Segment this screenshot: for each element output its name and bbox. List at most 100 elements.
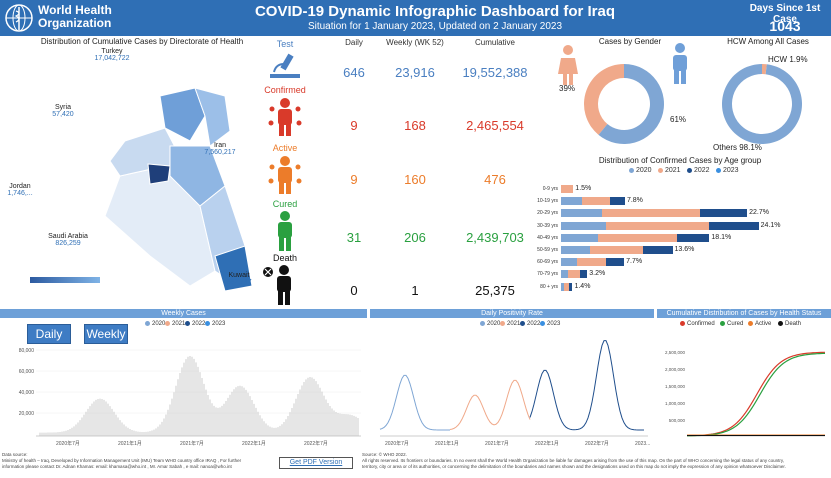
country-name: Syria bbox=[55, 104, 71, 111]
hcw-pct-label: HCW 1.9% bbox=[768, 55, 808, 64]
pos-legend-2022: 2022 bbox=[520, 321, 540, 327]
age-bar-segment[interactable] bbox=[564, 282, 570, 291]
legend-dot bbox=[687, 167, 692, 173]
death-weekly: 1 bbox=[411, 283, 419, 298]
weekly-cases-title: Weekly Cases bbox=[0, 309, 367, 318]
country-label-kuwait: Kuwait 662,747 bbox=[214, 272, 264, 286]
age-bar-segment[interactable] bbox=[708, 221, 759, 230]
person-virus-icon bbox=[268, 156, 302, 194]
gender-donut-chart[interactable] bbox=[582, 62, 666, 146]
get-pdf-button[interactable]: Get PDF Version bbox=[279, 457, 353, 469]
cumulative-status-chart[interactable]: 2,500,000 2,000,000 1,500,000 1,000,000 500,… bbox=[657, 330, 831, 455]
positivity-line bbox=[529, 340, 645, 431]
footer-line: Data source: bbox=[2, 452, 28, 457]
test-weekly: 23,916 bbox=[395, 65, 435, 80]
x-tick-label: 2022年1月 bbox=[535, 440, 559, 447]
weekly-cases-chart[interactable]: 80,000 60,000 40,000 20,000 2020年7月 2021年1月 20… bbox=[0, 330, 367, 455]
daily-toggle-button[interactable]: Daily bbox=[27, 324, 71, 344]
age-bar-segment[interactable] bbox=[581, 197, 611, 206]
legend-dot bbox=[185, 321, 190, 326]
age-bar-segment[interactable] bbox=[569, 282, 573, 291]
test-cumulative: 19,552,388 bbox=[462, 65, 528, 80]
x-tick-label: 2022年7月 bbox=[304, 440, 328, 447]
age-bar-segment[interactable] bbox=[577, 258, 607, 267]
age-bar-segment[interactable] bbox=[561, 282, 565, 291]
age-bar-segment[interactable] bbox=[602, 209, 701, 218]
country-label-iran: Iran 7,560,217 bbox=[190, 142, 250, 156]
cured-cumulative: 2,439,703 bbox=[466, 230, 524, 245]
age-chart-title: Distribution of Confirmed Cases by Age g… bbox=[598, 156, 762, 165]
age-group-total: 1.4% bbox=[574, 282, 591, 290]
x-tick-label: 2023... bbox=[635, 441, 650, 447]
age-bar-segment[interactable] bbox=[676, 233, 710, 242]
indicator-active-label: Active bbox=[272, 143, 298, 153]
cured-weekly: 206 bbox=[404, 230, 426, 245]
legend-label: 2023 bbox=[212, 321, 226, 328]
death-daily: 0 bbox=[350, 283, 358, 298]
footer-line: All rights reserved. Its frontiers or bo… bbox=[362, 458, 785, 463]
positivity-title: Daily Positivity Rate bbox=[370, 309, 654, 318]
age-bar-segment[interactable] bbox=[561, 221, 607, 230]
country-value: 826,259 bbox=[55, 240, 81, 247]
footer-line: Ministry of health – Iraq, Developed by … bbox=[2, 458, 242, 463]
age-bar-segment[interactable] bbox=[561, 246, 590, 254]
legend-dot bbox=[500, 321, 505, 326]
country-label-turkey: Turkey 17,042,722 bbox=[82, 48, 142, 62]
weekly-toggle-button[interactable]: Weekly bbox=[84, 324, 128, 344]
days-since-value: 1043 bbox=[769, 18, 801, 34]
confirmed-weekly: 168 bbox=[404, 118, 426, 133]
age-bar-segment[interactable] bbox=[579, 270, 588, 279]
positivity-chart[interactable]: 2020年7月 2021年1月 2021年7月 2022年1月 2022年7月 2023.… bbox=[370, 330, 654, 455]
age-bar-segment[interactable] bbox=[610, 197, 625, 206]
days-since-label: Days Since 1st Case bbox=[749, 3, 821, 25]
org-name-line2: Organization bbox=[38, 16, 112, 30]
status-legend-active: Active bbox=[748, 321, 771, 327]
age-bar-segment[interactable] bbox=[606, 221, 709, 230]
y-tick-label: 1,500,000 bbox=[665, 384, 686, 389]
country-value: 57,420 bbox=[52, 111, 74, 118]
y-tick-label: 20,000 bbox=[19, 411, 35, 417]
legend-dot bbox=[165, 321, 170, 326]
positivity-line bbox=[379, 374, 451, 431]
age-bar-segment[interactable] bbox=[561, 185, 574, 193]
death-cumulative: 25,375 bbox=[475, 283, 515, 298]
age-group-total: 7.8% bbox=[626, 197, 643, 205]
legend-label: 2021 bbox=[665, 167, 681, 174]
microscope-icon bbox=[270, 53, 300, 78]
legend-label: Cured bbox=[727, 321, 744, 328]
age-group-label: 60-69 yrs bbox=[537, 259, 558, 266]
age-bar-segment[interactable] bbox=[606, 258, 625, 267]
age-bar-segment[interactable] bbox=[561, 270, 568, 279]
gender-title: Cases by Gender bbox=[598, 37, 662, 46]
cumulative-status-title: Cumulative Distribution of Cases by Heal… bbox=[657, 309, 831, 318]
age-bar-segment[interactable] bbox=[561, 197, 582, 206]
age-group-label: 40-49 yrs bbox=[537, 234, 558, 241]
hcw-donut-chart[interactable] bbox=[720, 62, 804, 146]
active-daily: 9 bbox=[350, 172, 358, 187]
y-tick-label: 1,000,000 bbox=[665, 401, 686, 406]
age-bar-segment[interactable] bbox=[589, 246, 643, 254]
col-daily-header: Daily bbox=[345, 38, 363, 47]
donut-slice-hcw bbox=[762, 64, 767, 75]
x-tick-label: 2021年7月 bbox=[485, 440, 509, 447]
age-bar-segment[interactable] bbox=[561, 233, 598, 242]
y-tick-label: 40,000 bbox=[19, 390, 35, 396]
region-kurdistan bbox=[194, 87, 231, 147]
country-name: Saudi Arabia bbox=[48, 233, 88, 240]
active-cumulative: 476 bbox=[484, 172, 506, 187]
age-bar-segment[interactable] bbox=[561, 258, 578, 267]
weekly-legend-2020: 2020 bbox=[145, 321, 165, 327]
iraq-map[interactable] bbox=[0, 46, 270, 296]
country-value: 662,747 bbox=[226, 279, 252, 286]
footer-line: Source: © WHO 2022. bbox=[362, 452, 407, 457]
age-bar-segment[interactable] bbox=[561, 209, 602, 218]
pos-legend-2020: 2020 bbox=[480, 321, 500, 327]
age-bar-segment[interactable] bbox=[643, 246, 673, 254]
age-bar-segment[interactable] bbox=[700, 209, 748, 218]
age-group-total: 13.6% bbox=[674, 246, 695, 253]
age-bar-segment[interactable] bbox=[567, 270, 580, 279]
country-value: 7,560,217 bbox=[204, 149, 236, 156]
age-bar-segment[interactable] bbox=[597, 233, 677, 242]
region-basra bbox=[214, 245, 253, 292]
donut-slice-female bbox=[584, 64, 624, 135]
